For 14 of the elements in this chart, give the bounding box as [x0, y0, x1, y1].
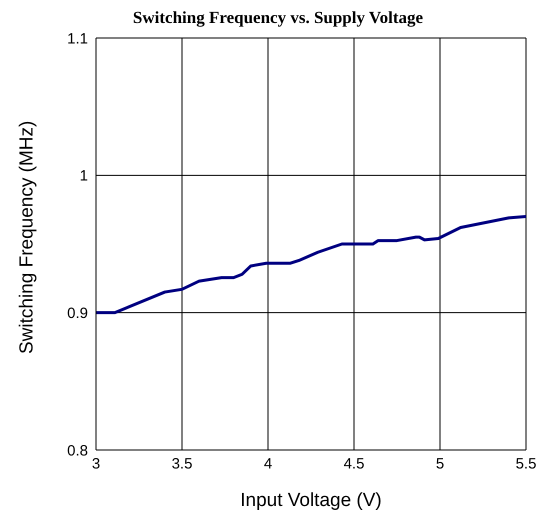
x-tick-label: 5	[436, 456, 444, 473]
y-tick-label: 0.9	[67, 304, 88, 322]
y-tick-label: 1	[80, 168, 88, 185]
x-tick-label: 5.5	[516, 456, 536, 473]
y-tick-label: 0.8	[67, 442, 88, 460]
y-tick-label: 1.1	[67, 30, 88, 48]
x-tick-label: 4	[264, 456, 272, 473]
chart-title: Switching Frequency vs. Supply Voltage	[132, 8, 424, 28]
line-series	[96, 215, 526, 314]
x-tick-label: 3.5	[172, 456, 192, 473]
x-tick-label: 3	[92, 456, 100, 473]
x-tick-label: 4.5	[344, 456, 364, 473]
y-axis-title: Switching Frequency (MHz)	[16, 120, 38, 354]
x-axis-title: Input Voltage (V)	[240, 490, 382, 511]
